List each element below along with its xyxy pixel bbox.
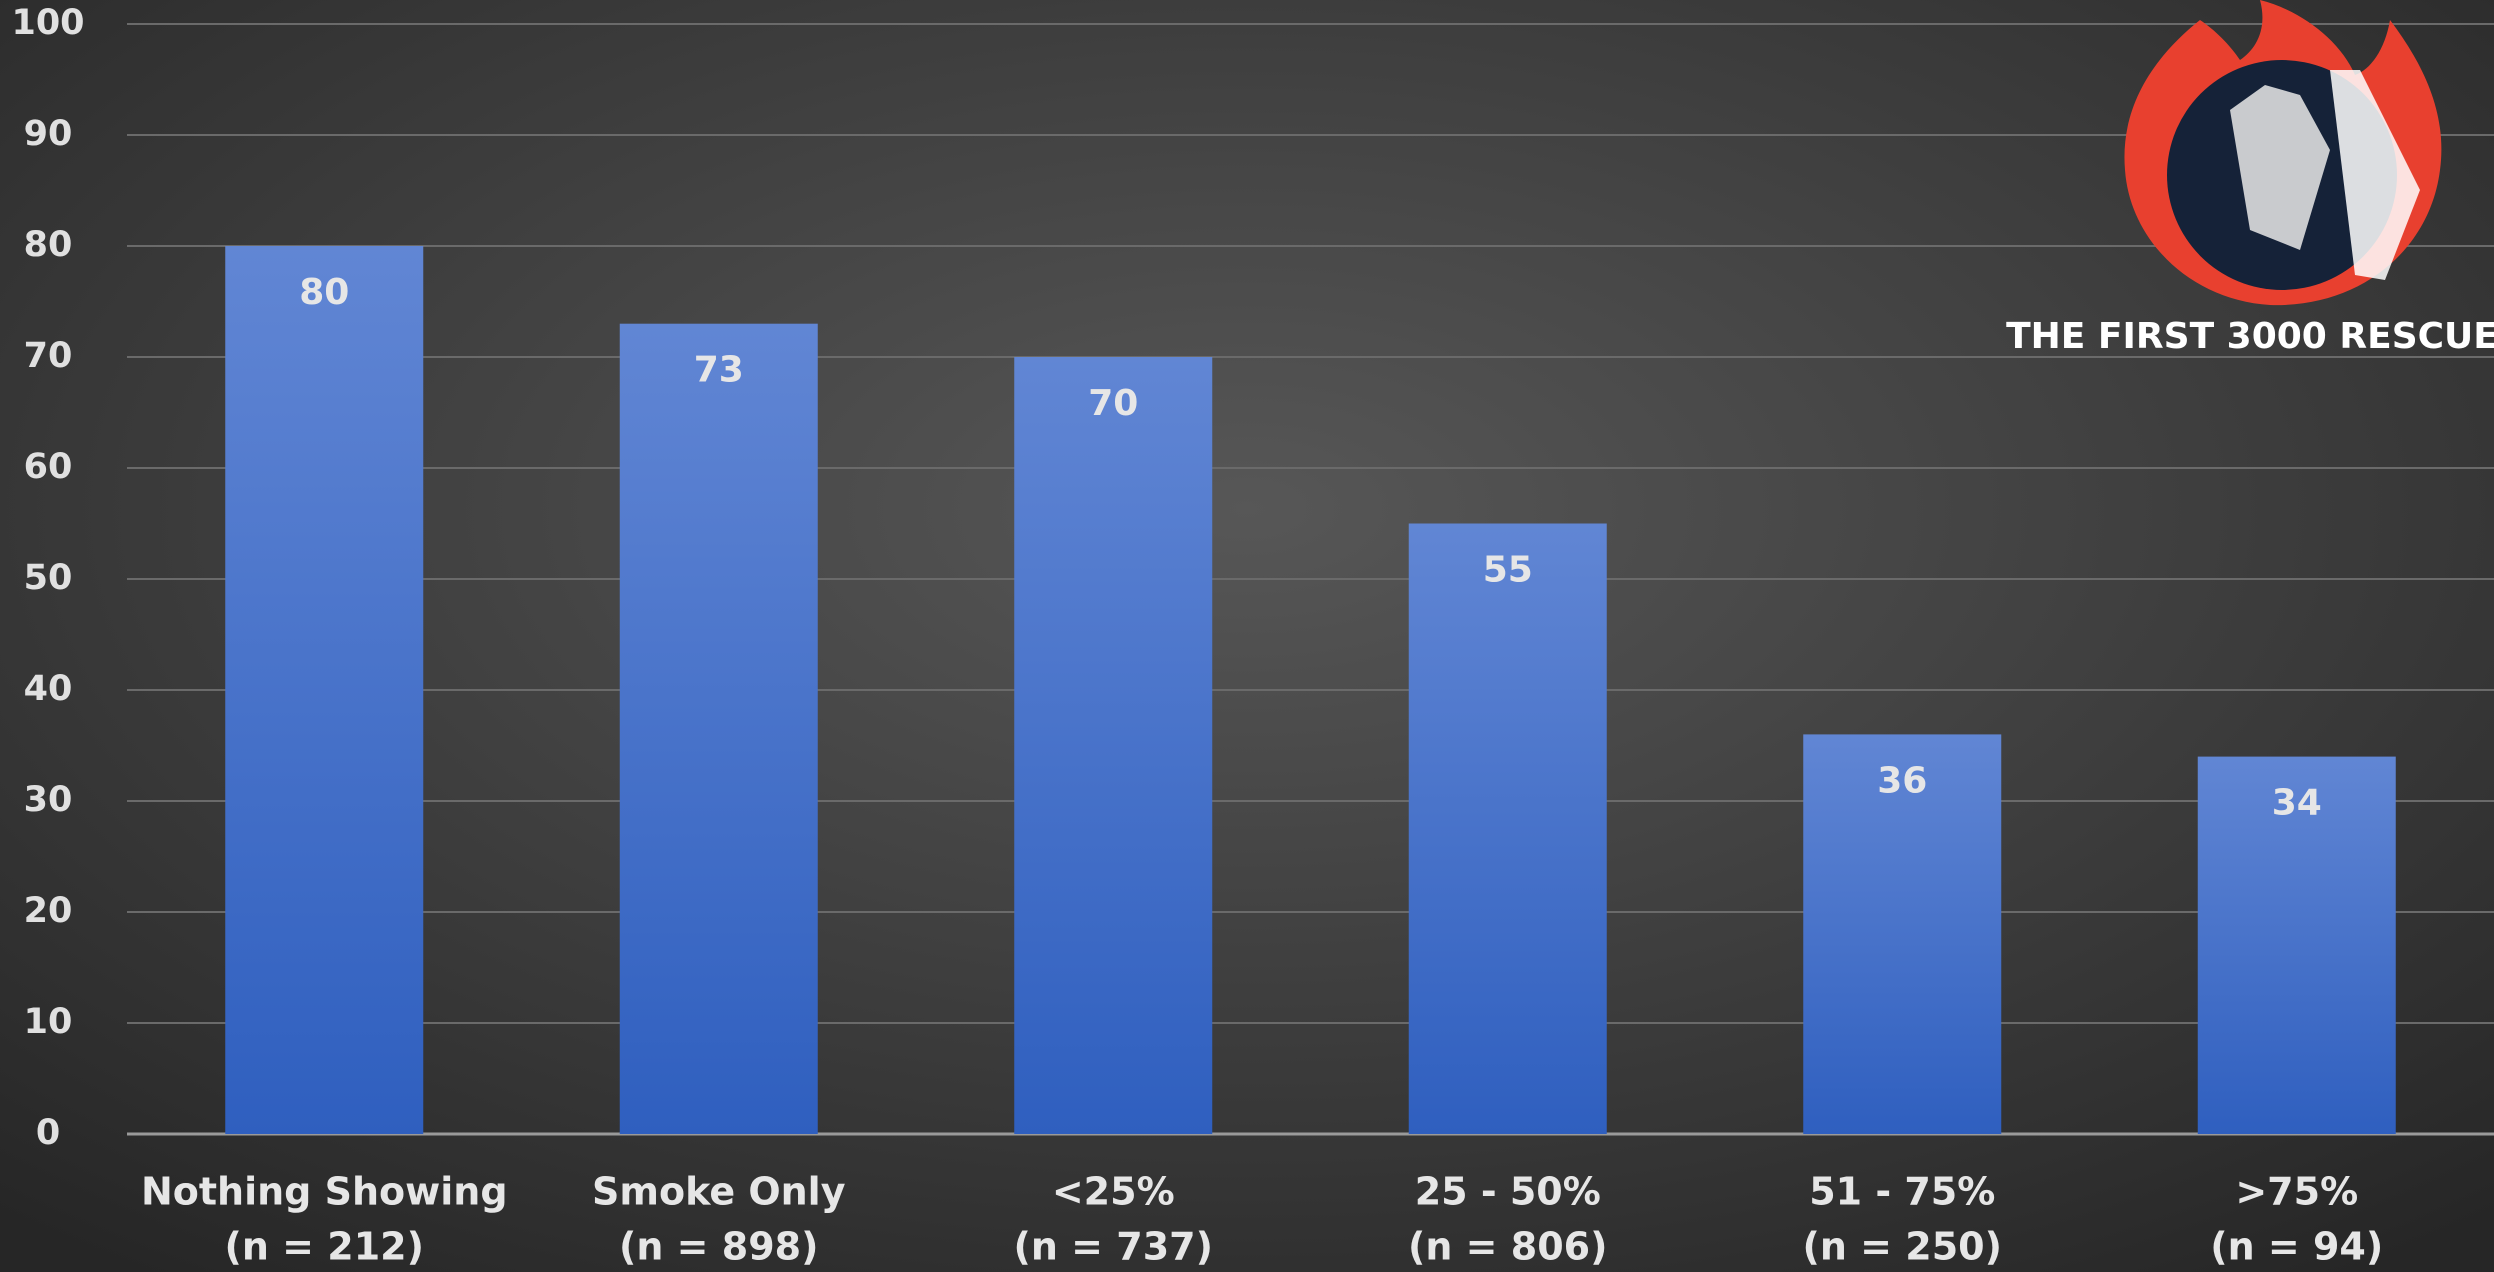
value-label: 36 xyxy=(1877,760,1927,801)
x-tick-label: 25 - 50% xyxy=(1415,1170,1601,1214)
bar xyxy=(1803,734,2002,1134)
bar xyxy=(1408,523,1607,1134)
y-tick-label: 50 xyxy=(24,558,73,598)
logo-figure xyxy=(2230,85,2330,250)
value-label: 34 xyxy=(2272,783,2322,824)
value-label: 55 xyxy=(1483,550,1533,591)
bar xyxy=(619,323,818,1134)
bar xyxy=(1014,357,1213,1134)
y-tick-label: 60 xyxy=(24,447,73,487)
x-tick-label: (n = 737) xyxy=(1014,1225,1213,1269)
bar xyxy=(225,246,424,1134)
x-tick-label: Nothing Showing xyxy=(141,1170,508,1214)
y-tick-label: 30 xyxy=(24,780,73,820)
plot-area: 0 10 20 30 40 50 60 70 80 90 100 80 Nothing Showing (… xyxy=(11,3,2494,1269)
value-label: 70 xyxy=(1088,383,1138,424)
x-tick-label: (n = 806) xyxy=(1408,1225,1607,1269)
logo-text: THE FIRST 3000 RESCUE xyxy=(2006,316,2494,357)
value-label: 80 xyxy=(299,272,349,313)
logo: THE FIRST 3000 RESCUE xyxy=(2006,0,2494,357)
bar xyxy=(2197,756,2396,1134)
value-label: 73 xyxy=(694,350,744,391)
x-tick-label: Smoke Only xyxy=(592,1170,846,1214)
y-tick-label: 10 xyxy=(24,1002,73,1042)
y-tick-label: 80 xyxy=(24,225,73,265)
y-tick-label: 100 xyxy=(11,3,84,43)
y-tick-label: 20 xyxy=(24,891,73,931)
x-tick-label: 51 - 75% xyxy=(1809,1170,1995,1214)
x-tick-label: (n = 212) xyxy=(225,1225,424,1269)
y-tick-label: 0 xyxy=(36,1113,60,1153)
y-tick-label: 90 xyxy=(24,114,73,154)
x-tick-label: <25% xyxy=(1052,1170,1175,1214)
x-tick-label: (n = 94) xyxy=(2210,1225,2383,1269)
logo-ladder xyxy=(2330,70,2420,280)
x-tick-label: >75% xyxy=(2235,1170,2358,1214)
x-tick-label: (n = 250) xyxy=(1803,1225,2002,1269)
x-tick-label: (n = 898) xyxy=(619,1225,818,1269)
y-tick-label: 40 xyxy=(24,669,73,709)
y-tick-label: 70 xyxy=(24,336,73,376)
